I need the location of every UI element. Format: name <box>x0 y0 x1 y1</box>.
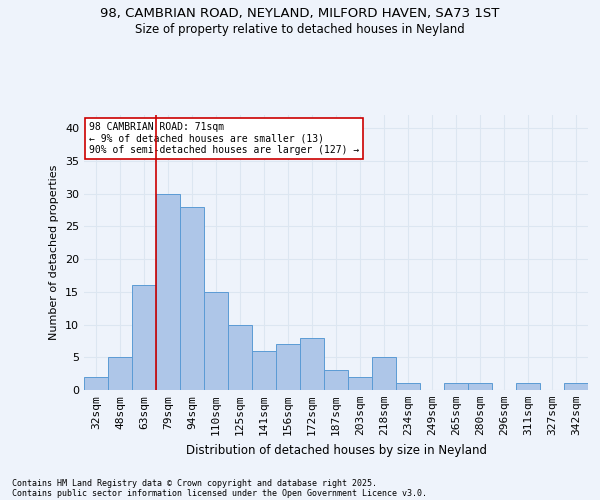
Y-axis label: Number of detached properties: Number of detached properties <box>49 165 59 340</box>
Bar <box>516 384 540 390</box>
Text: Contains HM Land Registry data © Crown copyright and database right 2025.: Contains HM Land Registry data © Crown c… <box>12 478 377 488</box>
Bar <box>108 358 132 390</box>
Bar <box>132 285 156 390</box>
Text: Contains public sector information licensed under the Open Government Licence v3: Contains public sector information licen… <box>12 488 427 498</box>
Bar <box>156 194 180 390</box>
Text: 98 CAMBRIAN ROAD: 71sqm
← 9% of detached houses are smaller (13)
90% of semi-det: 98 CAMBRIAN ROAD: 71sqm ← 9% of detached… <box>89 122 359 155</box>
Bar <box>276 344 300 390</box>
Bar <box>468 384 492 390</box>
Bar <box>324 370 348 390</box>
Bar <box>300 338 324 390</box>
Text: 98, CAMBRIAN ROAD, NEYLAND, MILFORD HAVEN, SA73 1ST: 98, CAMBRIAN ROAD, NEYLAND, MILFORD HAVE… <box>100 8 500 20</box>
Bar <box>348 377 372 390</box>
Bar <box>228 324 252 390</box>
Bar <box>396 384 420 390</box>
Text: Size of property relative to detached houses in Neyland: Size of property relative to detached ho… <box>135 22 465 36</box>
X-axis label: Distribution of detached houses by size in Neyland: Distribution of detached houses by size … <box>185 444 487 456</box>
Bar <box>204 292 228 390</box>
Bar <box>444 384 468 390</box>
Bar <box>252 350 276 390</box>
Bar <box>84 377 108 390</box>
Bar <box>564 384 588 390</box>
Bar <box>180 206 204 390</box>
Bar <box>372 358 396 390</box>
